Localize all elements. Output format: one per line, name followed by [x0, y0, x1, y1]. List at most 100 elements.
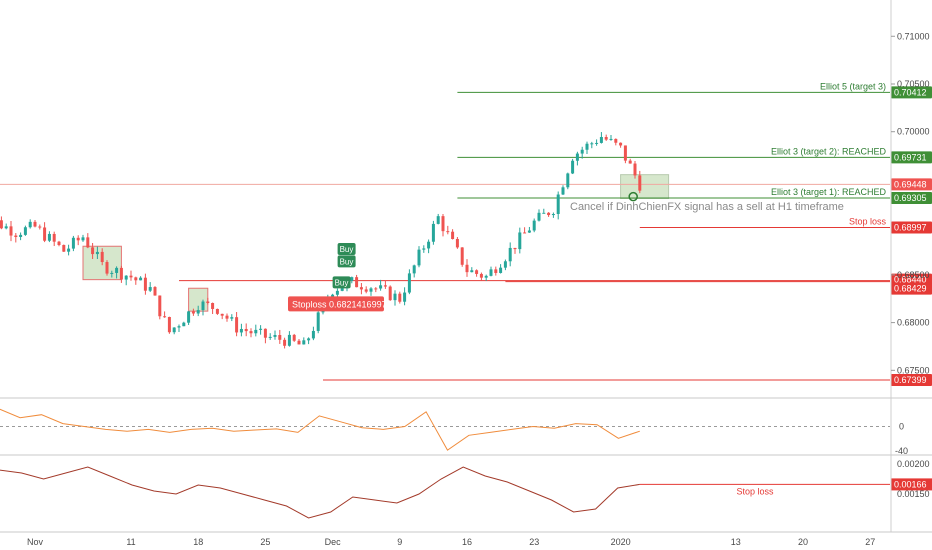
price-badge-label: 0.69305	[894, 193, 927, 203]
candle-body	[455, 238, 459, 248]
candle-body	[28, 221, 32, 228]
candle-body	[100, 251, 104, 263]
price-axis[interactable]: 0.71000 0.70500 0.70000 0.68500 0.68000 0.675…	[0, 0, 932, 533]
candle-body	[542, 212, 546, 214]
candle-body	[254, 329, 258, 334]
candle-body	[523, 232, 527, 234]
candle-body	[427, 241, 431, 249]
price-badge	[891, 151, 932, 164]
candle-body	[38, 226, 42, 228]
time-tick-label: 2020	[611, 537, 631, 547]
candle-body	[220, 313, 224, 316]
candle-body	[489, 269, 493, 276]
candle-body	[0, 220, 3, 229]
candle-body	[163, 316, 167, 318]
candle-body	[547, 212, 551, 216]
candle-body	[475, 270, 479, 274]
candle-body	[335, 290, 339, 295]
candle-body	[206, 301, 210, 303]
candle-body	[393, 293, 397, 301]
price-badge	[891, 273, 932, 286]
candle-body	[187, 311, 191, 323]
candle-body	[62, 244, 66, 252]
candle-body	[235, 317, 239, 333]
candle-body	[585, 143, 589, 150]
candle-body	[619, 142, 623, 146]
candle-body	[86, 237, 90, 248]
candle-body	[628, 160, 632, 164]
indicator-level-badge	[891, 478, 932, 491]
candle-body	[575, 153, 579, 161]
candle-body	[359, 287, 363, 290]
time-tick-label: 16	[462, 537, 472, 547]
buy-signal-label: Buy	[340, 245, 354, 254]
candle-body	[95, 251, 99, 255]
time-tick-label: 25	[260, 537, 270, 547]
candle-body	[403, 292, 407, 302]
annotations: Buy Buy Buy Stoploss 0.6821416997	[288, 191, 638, 312]
buy-signal-badge	[337, 255, 356, 268]
candle-body	[383, 285, 387, 287]
candle-body	[350, 277, 354, 281]
candle-body	[47, 233, 51, 241]
candle-body	[412, 265, 416, 274]
candle-body	[513, 247, 517, 250]
candle-body	[571, 160, 575, 174]
candle-body	[239, 328, 243, 333]
stop-loss-label: Stop loss	[849, 216, 887, 226]
osc-low-label: -40	[895, 446, 908, 456]
entry-marker	[628, 191, 638, 202]
candle-body	[52, 233, 56, 242]
osc-line	[0, 408, 640, 451]
time-tick-label: 23	[529, 537, 539, 547]
indicator-line	[0, 466, 640, 519]
candle-body	[556, 194, 560, 214]
candle-body	[561, 187, 565, 195]
candle-body	[638, 175, 642, 191]
time-tick-label: 11	[126, 537, 135, 547]
price-badge-label: 0.67399	[894, 375, 927, 385]
candle-body	[532, 220, 536, 231]
candle-body	[484, 275, 488, 278]
price-badge-label: 0.68997	[894, 222, 927, 232]
osc-zero-label: 0	[899, 422, 904, 432]
price-tick-label: 0.70000	[897, 127, 930, 137]
level-lines: Elliot 5 (target 3) 0.70412 Elliot 3 (targ…	[0, 81, 932, 386]
candlestick-series	[0, 132, 642, 349]
indicator-stop-loss-label: Stop loss	[736, 486, 774, 496]
time-tick-label: 27	[865, 537, 875, 547]
candle-body	[316, 312, 320, 331]
candle-body	[139, 277, 143, 281]
indicator-tick-label: 0.00200	[897, 459, 930, 469]
candle-body	[494, 269, 498, 273]
candle-body	[407, 273, 411, 293]
candle-body	[614, 138, 618, 143]
candle-body	[302, 340, 306, 345]
oscillator-pane: 0 -40	[0, 408, 908, 456]
time-tick-label: 18	[193, 537, 203, 547]
price-badge-label: 0.69448	[894, 179, 927, 189]
indicator-tick-label: 0.00150	[897, 489, 930, 499]
time-tick-label: Dec	[325, 537, 342, 547]
zone-box	[620, 174, 670, 200]
buy-signal-label: Buy	[340, 257, 354, 266]
candle-body	[158, 295, 162, 317]
candle-body	[148, 287, 152, 291]
time-tick-label: 20	[798, 537, 808, 547]
candle-body	[604, 137, 608, 140]
time-axis[interactable]: Nov 11 18 25 Dec 9 16 23 2020 13 20 27	[27, 537, 875, 547]
stoploss-badge-label: Stoploss 0.6821416997	[292, 299, 387, 309]
candle-body	[355, 277, 359, 288]
candle-body	[249, 331, 253, 334]
time-tick-label: Nov	[27, 537, 44, 547]
candle-body	[451, 231, 455, 239]
candle-body	[278, 334, 282, 340]
candle-body	[211, 302, 215, 309]
candle-body	[43, 227, 47, 241]
price-badge	[891, 282, 932, 295]
candle-body	[23, 227, 27, 235]
candle-body	[398, 293, 402, 302]
candle-body	[263, 328, 267, 338]
candle-body	[201, 301, 205, 311]
candle-body	[230, 317, 234, 319]
